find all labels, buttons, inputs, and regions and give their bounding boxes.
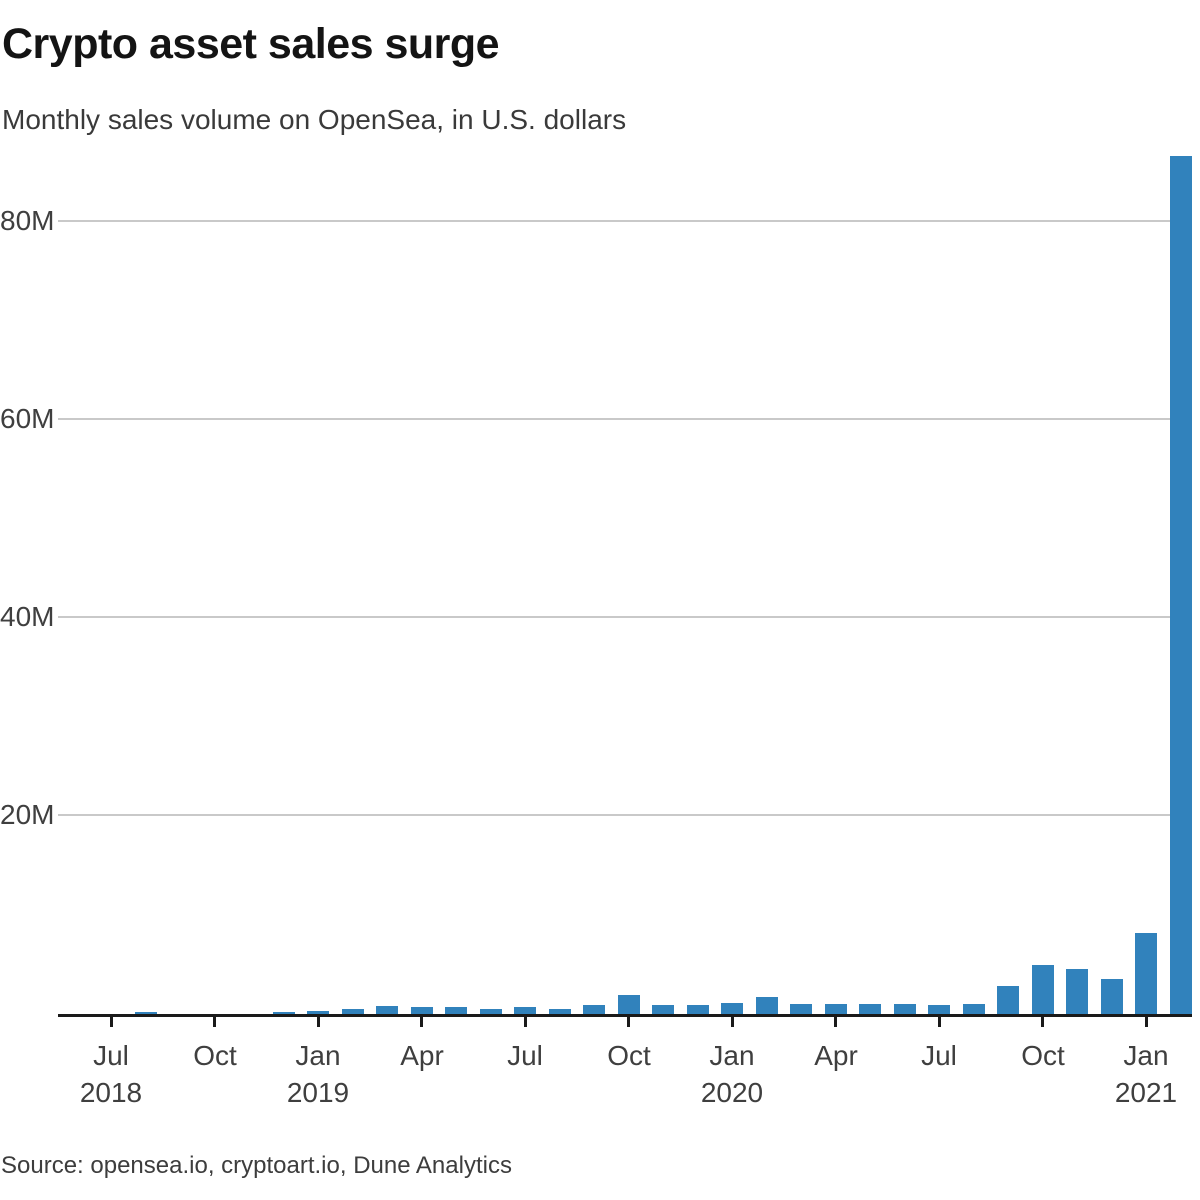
- x-axis-label-month: Oct: [1021, 1040, 1065, 1071]
- x-axis-tick: [110, 1017, 113, 1027]
- source-credit: Source: opensea.io, cryptoart.io, Dune A…: [1, 1152, 512, 1179]
- x-axis-line: [58, 1014, 1192, 1017]
- x-axis-tick: [213, 1017, 216, 1027]
- chart-title: Crypto asset sales surge: [2, 20, 500, 68]
- bar-apr-2019: [411, 1007, 433, 1016]
- x-axis-label-year: 2021: [1114, 1077, 1178, 1108]
- gridline-80M: [58, 220, 1192, 222]
- bar-may-2020: [859, 1004, 881, 1016]
- bar-dec-2020: [1101, 979, 1123, 1016]
- bar-mar-2020: [790, 1004, 812, 1016]
- y-axis-label: 40M: [0, 601, 55, 632]
- bar-sep-2019: [583, 1005, 605, 1016]
- x-axis-tick: [627, 1017, 630, 1027]
- bar-jan-2021: [1135, 933, 1157, 1016]
- x-axis-tick: [420, 1017, 423, 1027]
- gridline-20M: [58, 814, 1192, 816]
- x-axis-tick: [1041, 1017, 1044, 1027]
- bar-sep-2020: [997, 986, 1019, 1016]
- bar-jan-2019: [307, 1011, 329, 1016]
- bar-jun-2020: [894, 1004, 916, 1016]
- x-axis-tick: [938, 1017, 941, 1027]
- x-axis-label-month: Jan: [1123, 1040, 1169, 1071]
- x-axis-label-month: Jul: [507, 1040, 543, 1071]
- gridline-40M: [58, 616, 1192, 618]
- x-axis-label-month: Jul: [93, 1040, 129, 1071]
- y-axis-label: 80M: [0, 205, 55, 236]
- bar-nov-2019: [652, 1005, 674, 1016]
- x-axis-label-month: Oct: [193, 1040, 237, 1071]
- x-axis-label-year: 2020: [700, 1077, 764, 1108]
- chart-subtitle: Monthly sales volume on OpenSea, in U.S.…: [2, 104, 627, 135]
- x-axis-label-month: Jan: [709, 1040, 755, 1071]
- x-axis-label-year: 2019: [286, 1077, 350, 1108]
- bar-jan-2020: [721, 1003, 743, 1016]
- bar-aug-2019: [549, 1009, 571, 1016]
- y-axis-label: 60M: [0, 403, 55, 434]
- gridline-60M: [58, 418, 1192, 420]
- bar-dec-2019: [687, 1005, 709, 1016]
- x-axis-label-month: Apr: [814, 1040, 858, 1071]
- bar-feb-2019: [342, 1009, 364, 1016]
- x-axis-tick: [731, 1017, 734, 1027]
- bar-nov-2020: [1066, 969, 1088, 1016]
- bar-oct-2020: [1032, 965, 1054, 1016]
- bar-mar-2019: [376, 1006, 398, 1016]
- x-axis-label-year: 2018: [79, 1077, 143, 1108]
- y-axis-label: 20M: [0, 799, 55, 830]
- bar-may-2019: [445, 1007, 467, 1016]
- bar-apr-2020: [825, 1004, 847, 1016]
- bar-feb-2020: [756, 997, 778, 1016]
- x-axis-label-month: Oct: [607, 1040, 651, 1071]
- x-axis-tick: [524, 1017, 527, 1027]
- bar-jun-2019: [480, 1009, 502, 1016]
- x-axis-tick: [1145, 1017, 1148, 1027]
- x-axis-tick: [834, 1017, 837, 1027]
- x-axis-label-month: Jul: [921, 1040, 957, 1071]
- bar-aug-2020: [963, 1004, 985, 1016]
- bar-oct-2019: [618, 995, 640, 1016]
- bar-feb-2021: [1170, 156, 1192, 1016]
- x-axis-label-month: Apr: [400, 1040, 444, 1071]
- x-axis-tick: [317, 1017, 320, 1027]
- bar-jul-2019: [514, 1007, 536, 1016]
- bar-jul-2020: [928, 1005, 950, 1016]
- x-axis-label-month: Jan: [295, 1040, 341, 1071]
